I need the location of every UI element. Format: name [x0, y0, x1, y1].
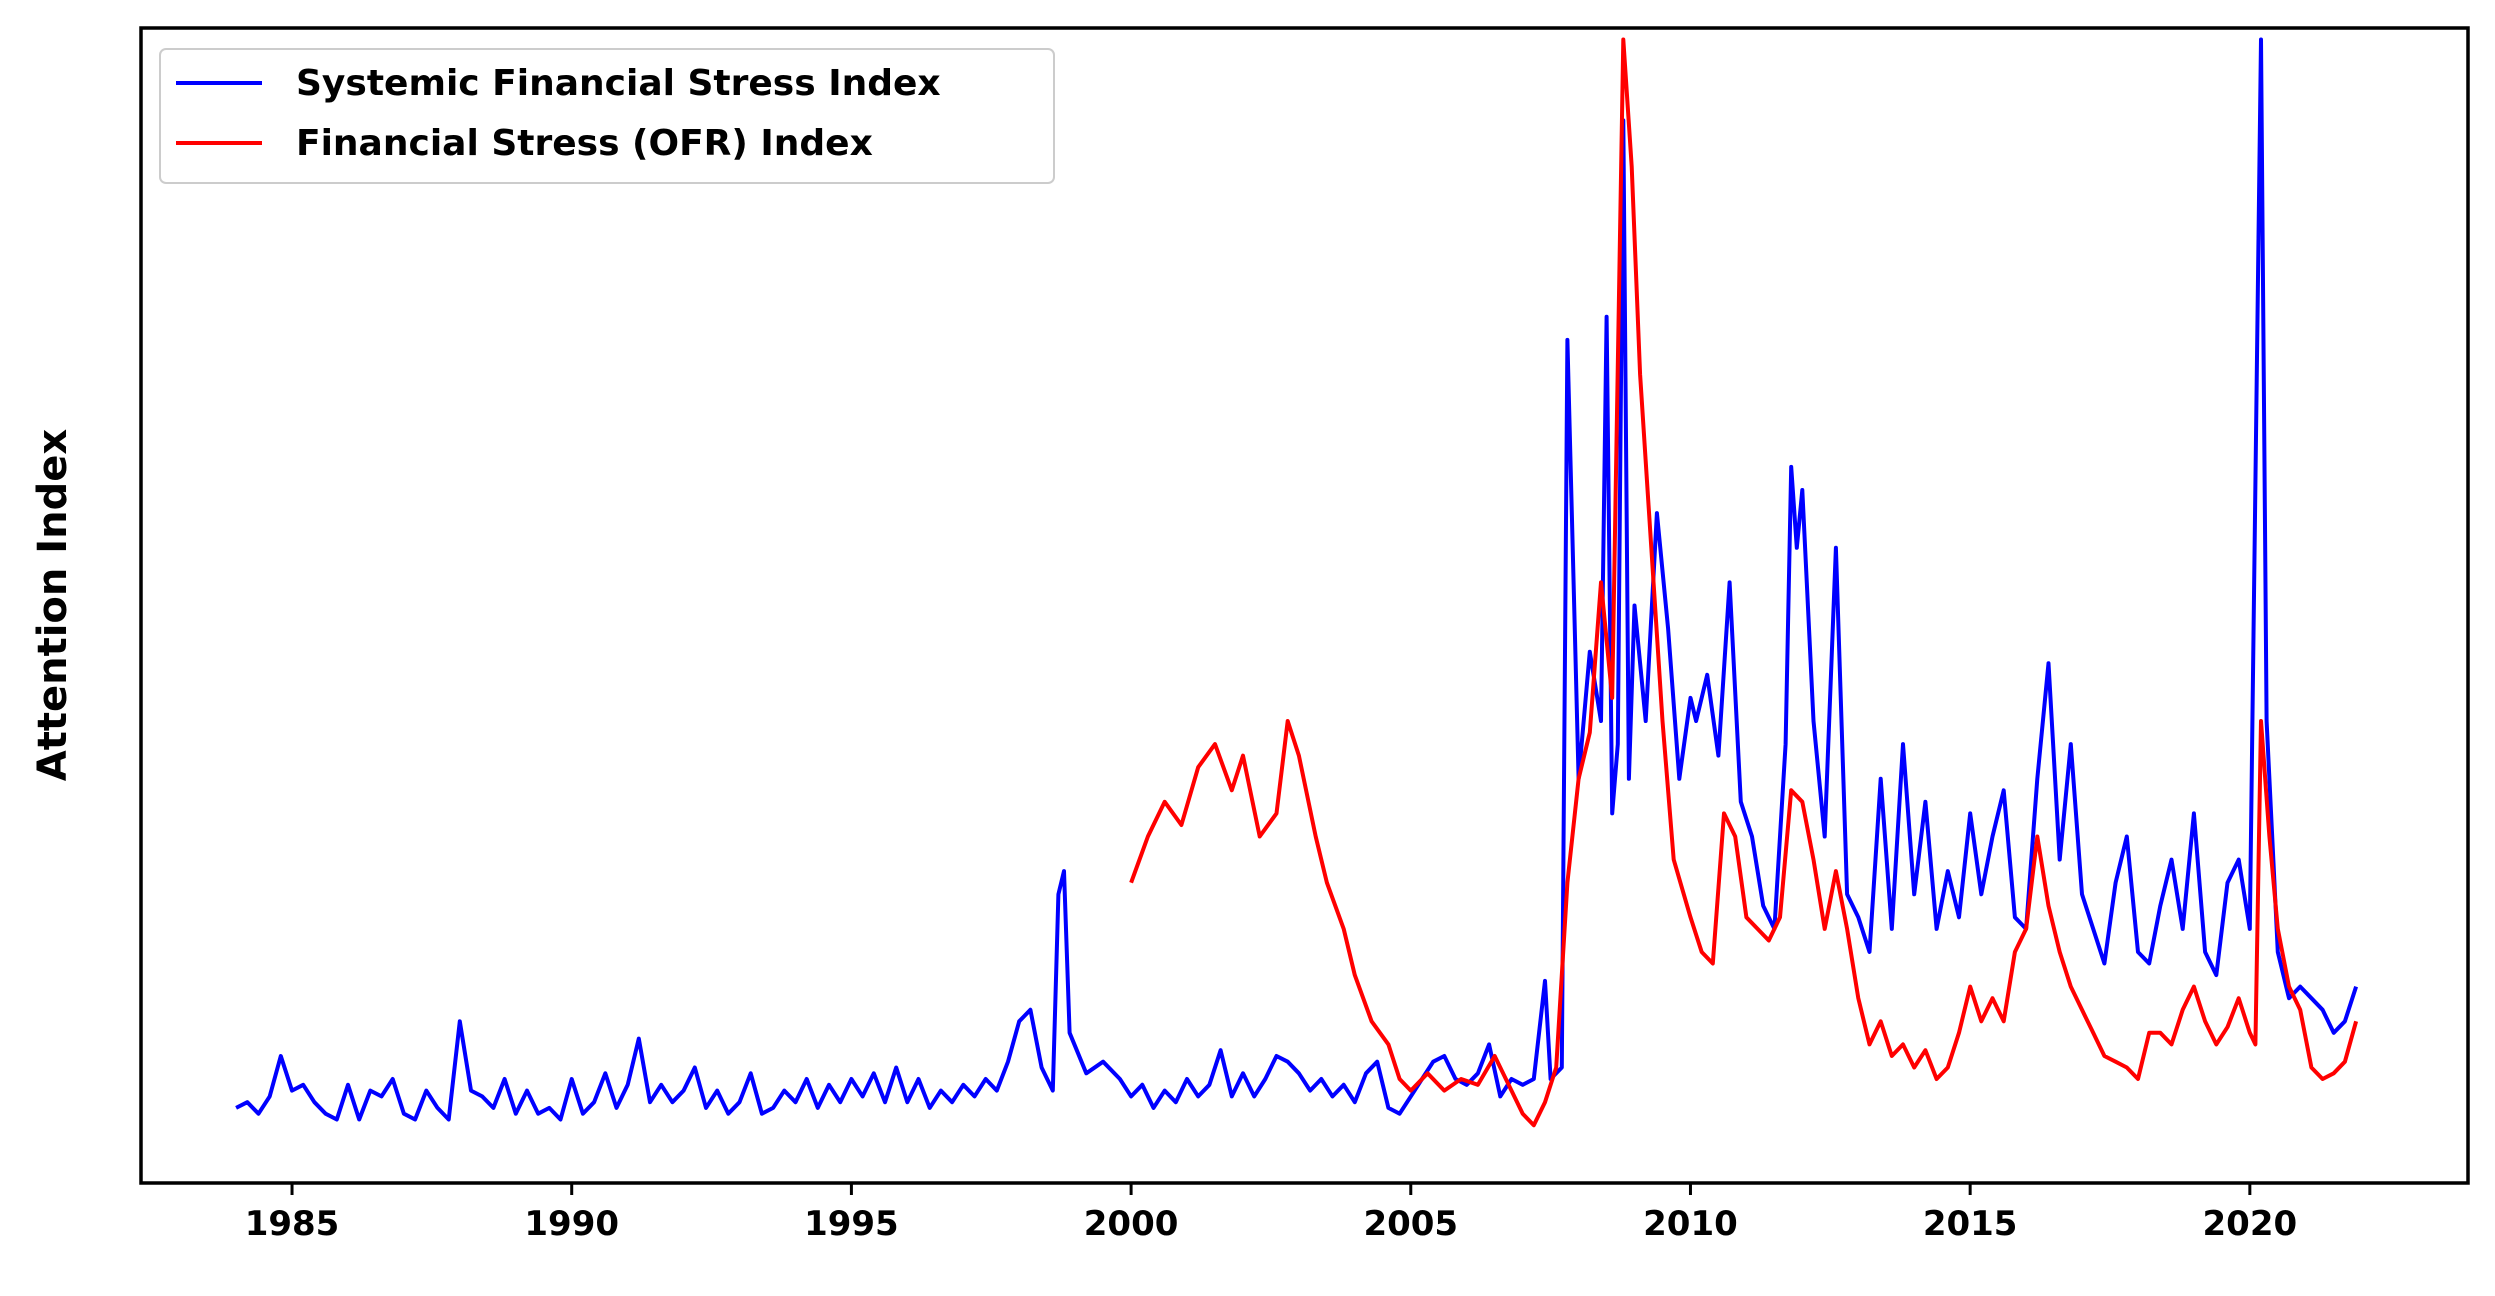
legend-box — [159, 48, 1055, 184]
legend: Systemic Financial Stress Index Financia… — [159, 48, 1055, 184]
x-tick-label: 2020 — [2203, 1204, 2298, 1244]
x-tick-label: 2000 — [1084, 1204, 1179, 1244]
series-layer — [235, 37, 2359, 1128]
x-tick-label: 1995 — [804, 1204, 899, 1244]
x-tick-label: 2010 — [1643, 1204, 1738, 1244]
series-line-1 — [1129, 37, 2359, 1128]
series-line-0 — [235, 37, 2359, 1122]
y-axis-title: Attention Index — [30, 429, 76, 782]
plot-frame — [139, 26, 2470, 1185]
legend-label-ofr: Financial Stress (OFR) Index — [296, 123, 873, 164]
legend-label-systemic: Systemic Financial Stress Index — [296, 63, 941, 104]
x-tick-label: 2015 — [1923, 1204, 2018, 1244]
x-tick-label: 2005 — [1363, 1204, 1458, 1244]
x-tick-label: 1990 — [524, 1204, 619, 1244]
x-axis: 1985 1990 1995 2000 2005 2010 2015 2020 — [245, 1183, 2297, 1244]
x-tick-label: 1985 — [245, 1204, 340, 1244]
